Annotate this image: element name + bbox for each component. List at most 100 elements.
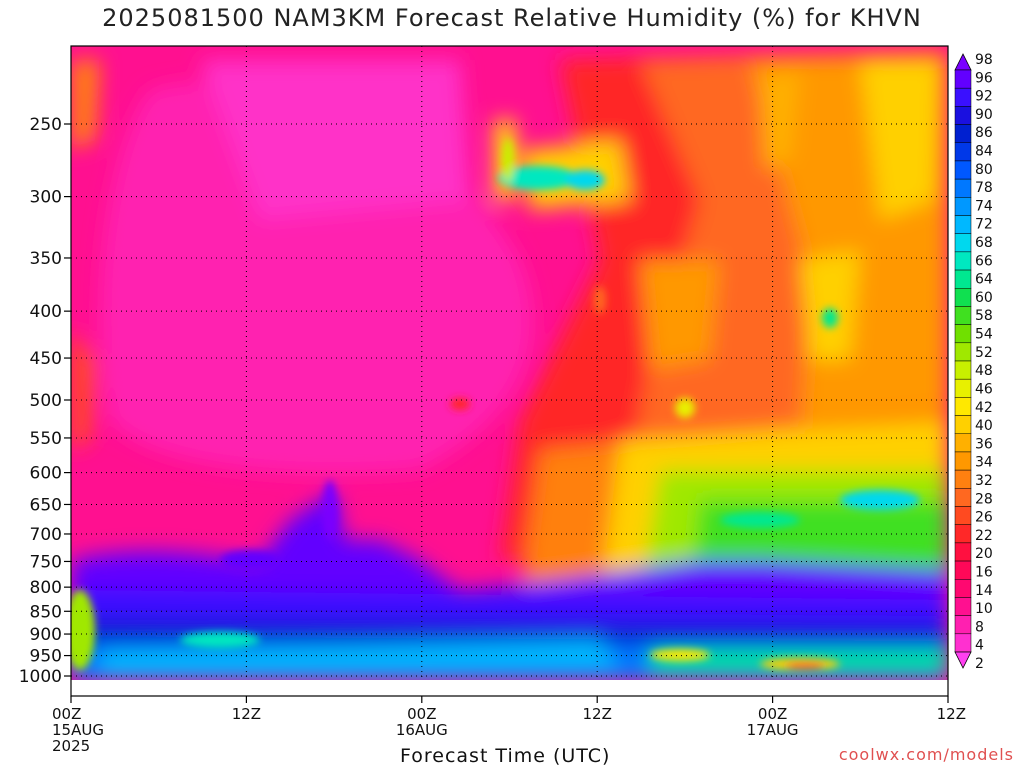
colorbar-label: 84 — [975, 144, 993, 160]
y-tick-label: 900 — [30, 625, 62, 645]
colorbar-label: 28 — [975, 491, 993, 507]
colorbar-label: 80 — [975, 162, 993, 178]
colorbar-label: 36 — [975, 436, 993, 452]
colorbar-bottom-arrow — [954, 651, 972, 669]
colorbar-label: 14 — [975, 583, 993, 599]
colorbar-label: 64 — [975, 272, 993, 288]
colorbar-swatch — [954, 597, 972, 616]
colorbar-label: 52 — [975, 345, 993, 361]
y-tick-label: 400 — [30, 302, 62, 322]
chart-title: 2025081500 NAM3KM Forecast Relative Humi… — [102, 4, 922, 32]
plot-frame — [70, 45, 949, 697]
colorbar-label: 2 — [975, 656, 984, 672]
colorbar: 9896929086848078747268666460585452484642… — [954, 52, 993, 672]
colorbar-swatch — [954, 615, 972, 635]
colorbar-label: 86 — [975, 125, 993, 141]
colorbar-swatch — [954, 378, 972, 398]
colorbar-label: 16 — [975, 564, 993, 580]
x-tick-label: 12Z — [232, 705, 261, 723]
colorbar-swatch — [954, 306, 972, 325]
colorbar-swatch — [954, 560, 972, 580]
y-tick-label: 750 — [30, 552, 62, 572]
colorbar-label: 8 — [975, 619, 984, 635]
colorbar-label: 96 — [975, 70, 993, 86]
colorbar-swatch — [954, 397, 972, 416]
colorbar-label: 34 — [975, 455, 993, 471]
colorbar-label: 10 — [975, 601, 993, 617]
y-tick-label: 850 — [30, 602, 62, 622]
colorbar-label: 90 — [975, 107, 993, 123]
colorbar-label: 60 — [975, 290, 993, 306]
ground-bar — [71, 680, 948, 696]
colorbar-swatch — [954, 233, 972, 253]
colorbar-swatch — [954, 542, 972, 562]
y-tick-label: 300 — [30, 188, 62, 208]
colorbar-label: 46 — [975, 381, 993, 397]
colorbar-label: 26 — [975, 510, 993, 526]
colorbar-swatch — [954, 488, 972, 507]
colorbar-swatch — [954, 524, 972, 544]
y-tick-label: 700 — [30, 525, 62, 545]
y-tick-label: 600 — [30, 464, 62, 484]
colorbar-label: 4 — [975, 638, 984, 654]
colorbar-label: 40 — [975, 418, 993, 434]
x-tick-label: 00Z — [758, 705, 787, 723]
grid-lines — [71, 46, 948, 680]
colorbar-label: 20 — [975, 546, 993, 562]
colorbar-swatch — [954, 324, 972, 344]
colorbar-swatch — [954, 215, 972, 234]
x-tick-label: 00Z — [407, 705, 436, 723]
colorbar-swatch — [954, 251, 972, 271]
y-tick-label: 800 — [30, 578, 62, 598]
colorbar-label: 68 — [975, 235, 993, 251]
colorbar-swatch — [954, 69, 972, 89]
colorbar-swatch — [954, 506, 972, 525]
x-tick-label: 12Z — [583, 705, 612, 723]
colorbar-swatch — [954, 197, 972, 216]
colorbar-swatch — [954, 579, 972, 598]
colorbar-top-arrow — [954, 53, 972, 71]
colorbar-swatch — [954, 124, 972, 143]
y-tick-label: 650 — [30, 495, 62, 515]
humidity-field — [71, 46, 948, 696]
colorbar-swatch — [954, 178, 972, 198]
colorbar-swatch — [954, 142, 972, 162]
x-tick-label: 15AUG — [52, 721, 104, 739]
x-tick-label: 2025 — [52, 737, 90, 755]
colorbar-swatch — [954, 288, 972, 307]
colorbar-swatch — [954, 269, 972, 289]
colorbar-label: 98 — [975, 52, 993, 68]
x-tick-label: 12Z — [937, 705, 966, 723]
colorbar-swatch — [954, 342, 972, 362]
y-tick-label: 450 — [30, 349, 62, 369]
y-tick-label: 500 — [30, 391, 62, 411]
colorbar-label: 22 — [975, 528, 993, 544]
colorbar-label: 72 — [975, 217, 993, 233]
y-tick-label: 250 — [30, 115, 62, 135]
colorbar-swatch — [954, 469, 972, 489]
x-tick-label: 17AUG — [747, 721, 799, 739]
colorbar-label: 78 — [975, 180, 993, 196]
colorbar-label: 92 — [975, 89, 993, 105]
x-tick-label: 00Z — [52, 705, 81, 723]
x-axis-title: Forecast Time (UTC) — [400, 745, 611, 767]
y-axis: 250 300 350 400 450 500 550 600 650 700 750 800 850 9… — [19, 115, 71, 687]
colorbar-label: 66 — [975, 253, 993, 269]
y-tick-label: 350 — [30, 249, 62, 269]
x-tick-label: 16AUG — [396, 721, 448, 739]
colorbar-swatch — [954, 87, 972, 107]
colorbar-label: 58 — [975, 308, 993, 324]
colorbar-swatch — [954, 633, 972, 653]
colorbar-swatch — [954, 160, 972, 180]
y-tick-label: 1000 — [19, 667, 62, 687]
colorbar-label: 42 — [975, 400, 993, 416]
colorbar-label: 32 — [975, 473, 993, 489]
y-tick-label: 950 — [30, 647, 62, 667]
colorbar-swatch — [954, 433, 972, 453]
colorbar-swatch — [954, 415, 972, 434]
credit-link[interactable]: coolwx.com/models — [838, 745, 1014, 764]
y-tick-label: 550 — [30, 429, 62, 449]
colorbar-swatch — [954, 106, 972, 125]
